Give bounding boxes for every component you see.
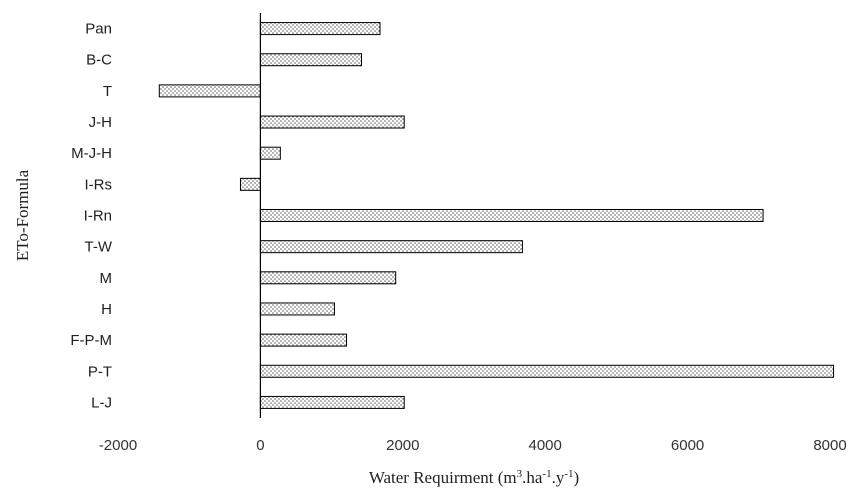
category-label: I-Rs bbox=[85, 176, 113, 193]
x-tick-label: 4000 bbox=[529, 437, 562, 454]
category-label: J-H bbox=[89, 114, 112, 131]
category-labels: Pan B-C T J-H M-J-H I-Rs I-Rn T-W MH F-P-M P-T L-J bbox=[70, 21, 112, 412]
x-axis-title: Water Requirment (m3.ha-1.y-1) bbox=[369, 468, 579, 487]
bar-pan bbox=[259, 22, 381, 36]
category-label: T-W bbox=[85, 239, 113, 256]
x-tick-labels: -2000 0 2000 4000 6000 8000 bbox=[99, 437, 847, 454]
bar-p-t bbox=[259, 364, 835, 378]
x-tick-label: 8000 bbox=[813, 437, 846, 454]
category-label: I-Rn bbox=[84, 208, 112, 225]
bar-t-w bbox=[259, 240, 523, 254]
bar-m bbox=[259, 271, 397, 285]
category-label: L-J bbox=[91, 394, 112, 411]
category-label: P-T bbox=[88, 363, 112, 380]
bar-f-p-m bbox=[259, 333, 348, 347]
bar-i-rn bbox=[259, 209, 764, 222]
category-label: B-C bbox=[86, 52, 112, 69]
x-tick-label: 0 bbox=[256, 437, 264, 454]
category-label: H bbox=[101, 301, 112, 318]
bar-i-rs bbox=[239, 177, 261, 191]
bar-h bbox=[259, 302, 335, 316]
x-tick-label: 6000 bbox=[671, 437, 704, 454]
category-label: Pan bbox=[85, 21, 112, 38]
x-tick-label: -2000 bbox=[99, 437, 137, 454]
category-label: M bbox=[100, 270, 113, 287]
bar-m-j-h bbox=[259, 146, 281, 160]
category-label: M-J-H bbox=[71, 145, 112, 162]
bar-j-h bbox=[259, 115, 405, 129]
bar-b-c bbox=[259, 53, 363, 67]
x-tick-label: 2000 bbox=[386, 437, 419, 454]
bar-t bbox=[158, 84, 261, 98]
bar-l-j bbox=[259, 395, 405, 409]
y-axis-title: ETo-Formula bbox=[13, 169, 32, 261]
category-label: T bbox=[103, 83, 112, 100]
category-label: F-P-M bbox=[70, 332, 112, 349]
